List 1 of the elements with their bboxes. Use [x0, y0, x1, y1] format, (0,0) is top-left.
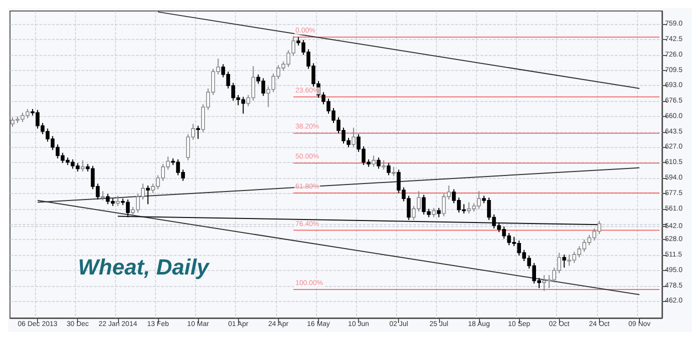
- text: Wheat, Daily: [78, 254, 211, 280]
